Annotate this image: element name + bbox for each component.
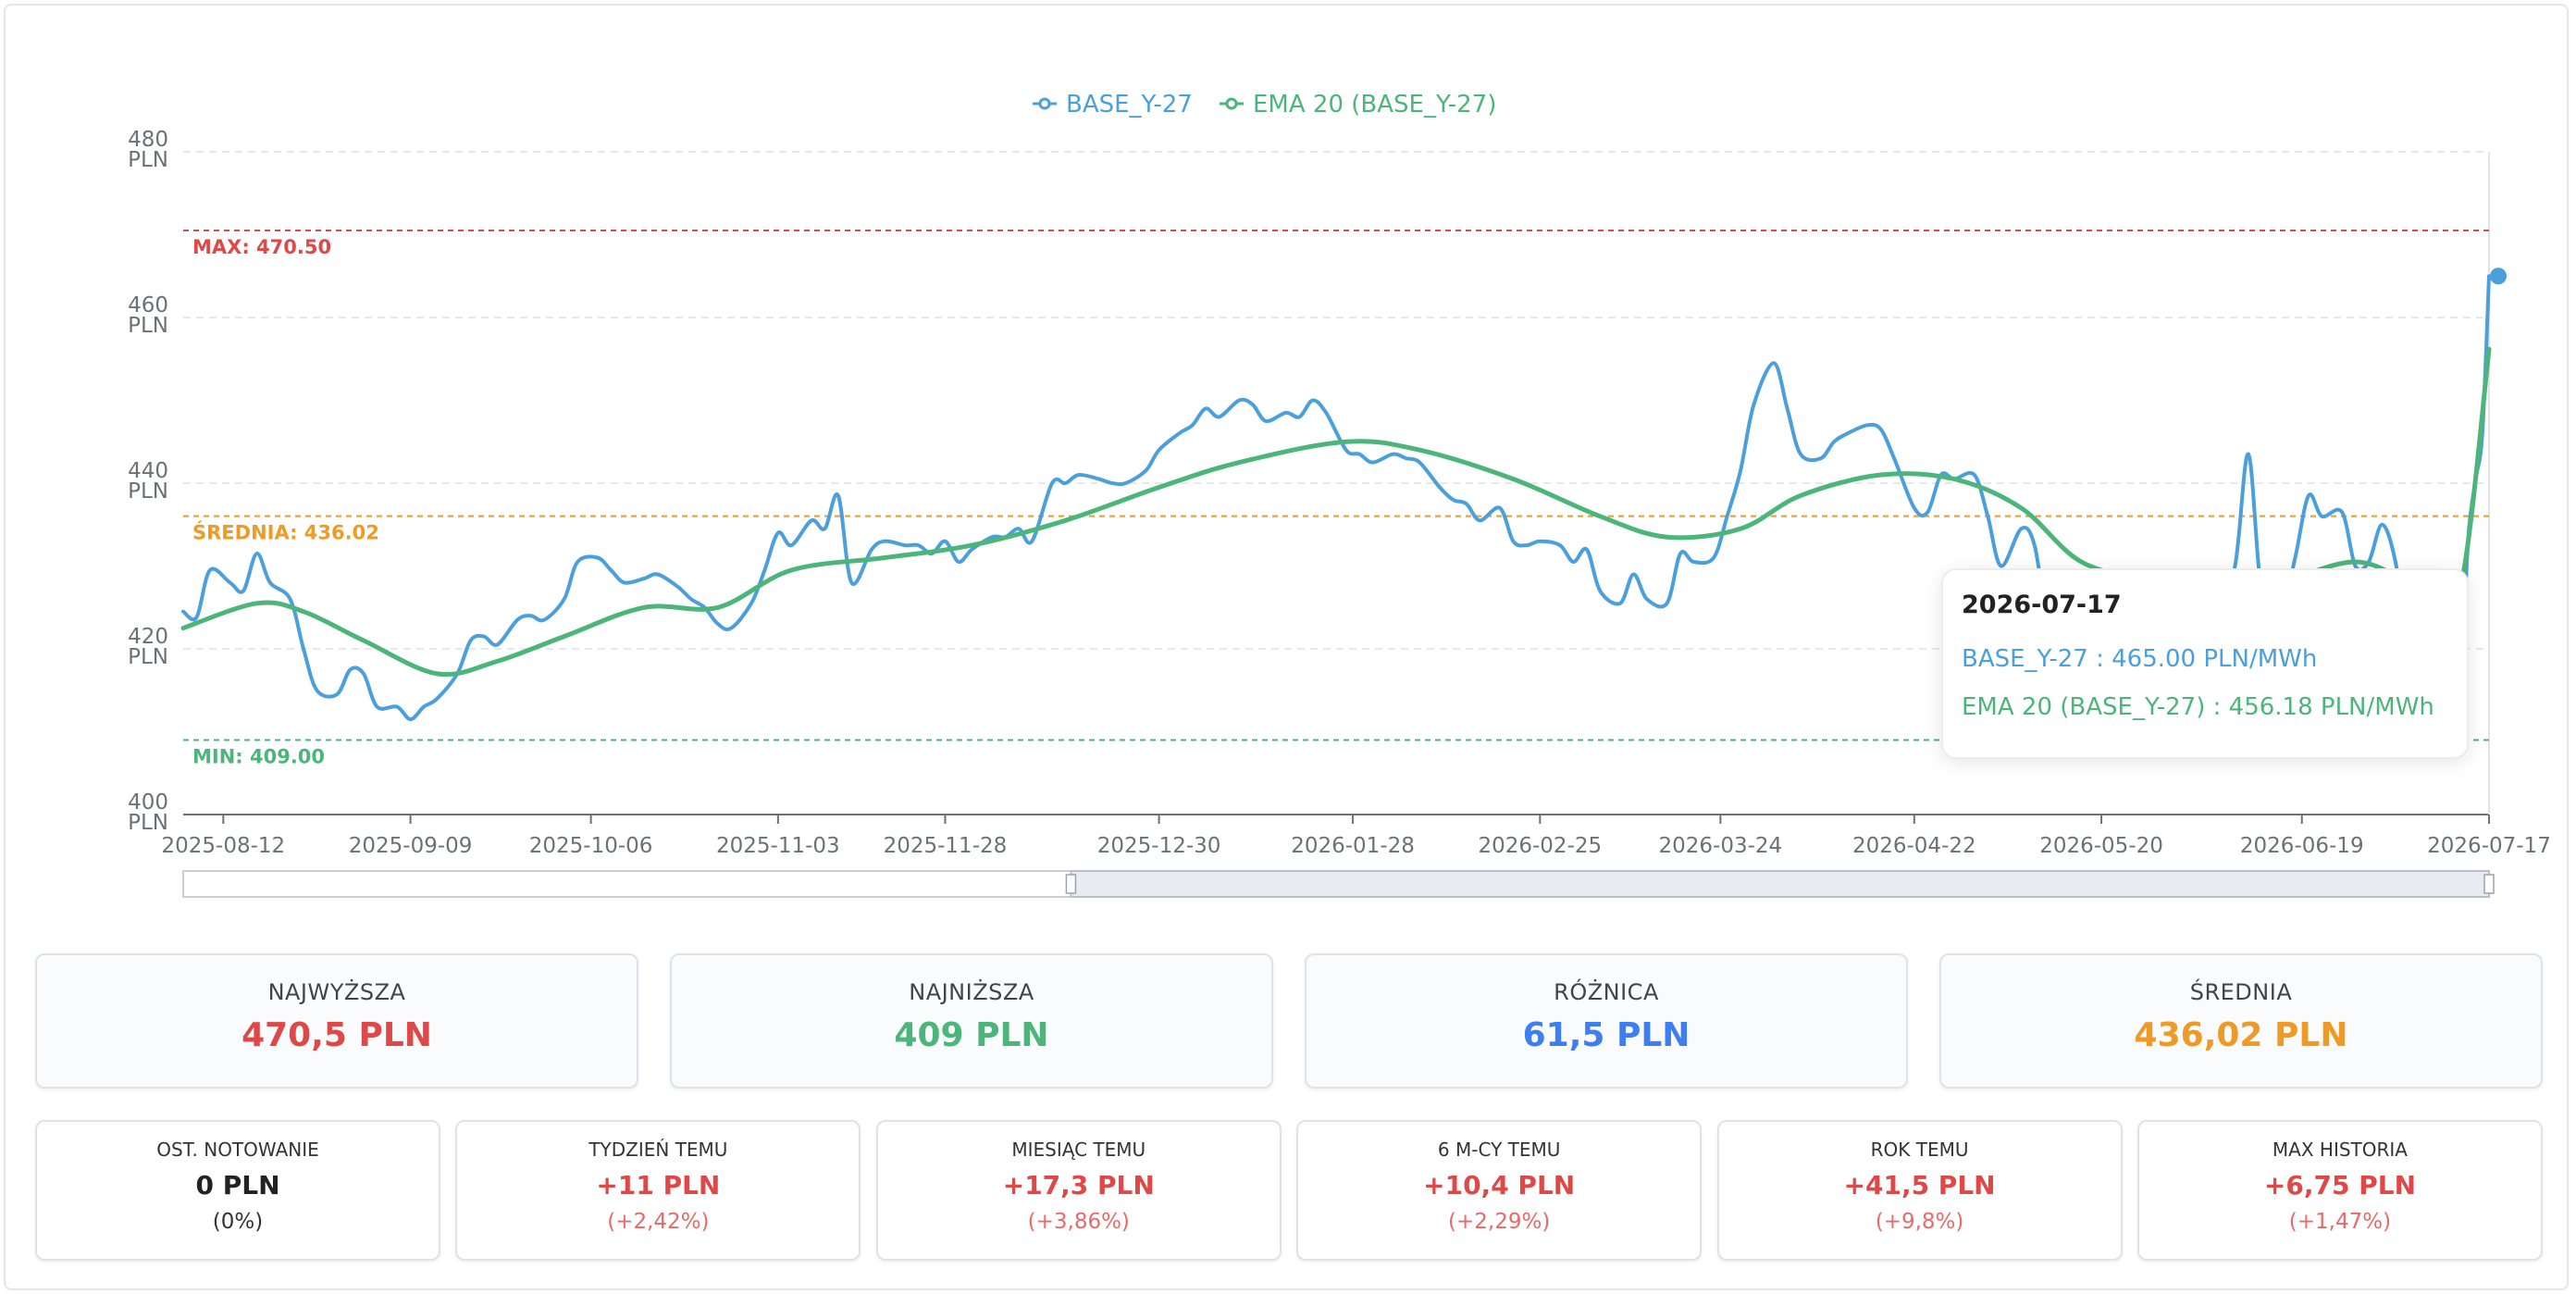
change-card-year: ROK TEMU +41,5 PLN (+9,8%) bbox=[1716, 1120, 2123, 1261]
y-tick-label: 400 bbox=[128, 790, 168, 815]
change-value: +10,4 PLN bbox=[1423, 1170, 1576, 1201]
x-tick-label: 2025-11-03 bbox=[716, 834, 840, 858]
y-tick-label: PLN bbox=[128, 479, 168, 504]
tooltip-ema-value: EMA 20 (BASE_Y-27) : 456.18 PLN/MWh bbox=[1962, 693, 2434, 721]
zoom-selected-range[interactable] bbox=[1070, 870, 2490, 898]
change-percent: (+1,47%) bbox=[2288, 1210, 2392, 1234]
stat-card-min: NAJNIŻSZA 409 PLN bbox=[670, 953, 1273, 1089]
x-tick-label: 2026-06-19 bbox=[2240, 834, 2364, 858]
reference-line-label: ŚREDNIA: 436.02 bbox=[192, 521, 379, 544]
change-percent: (+2,42%) bbox=[607, 1210, 710, 1234]
legend-marker-icon bbox=[1038, 97, 1051, 110]
change-value: 0 PLN bbox=[195, 1170, 280, 1201]
legend-item-label[interactable]: BASE_Y-27 bbox=[1066, 91, 1193, 118]
zoom-handle-left[interactable] bbox=[1065, 874, 1077, 894]
reference-line-label: MAX: 470.50 bbox=[192, 236, 331, 258]
change-label: MIESIĄC TEMU bbox=[1011, 1138, 1146, 1161]
x-tick-label: 2026-04-22 bbox=[1852, 834, 1976, 858]
change-percent: (+3,86%) bbox=[1027, 1210, 1130, 1234]
chart-legend[interactable]: BASE_Y-27 EMA 20 (BASE_Y-27) bbox=[1033, 91, 1496, 118]
y-tick-label: 480 bbox=[128, 128, 168, 152]
y-tick-label: PLN bbox=[128, 645, 168, 669]
y-tick-label: PLN bbox=[128, 148, 168, 172]
x-tick-label: 2026-05-20 bbox=[2039, 834, 2163, 858]
x-tick-label: 2025-11-28 bbox=[884, 834, 1008, 858]
hover-point[interactable] bbox=[2490, 268, 2507, 285]
stat-card-diff: RÓŻNICA 61,5 PLN bbox=[1305, 953, 1908, 1089]
stat-label: RÓŻNICA bbox=[1554, 979, 1659, 1005]
stat-label: NAJNIŻSZA bbox=[909, 979, 1034, 1005]
reference-lines: MAX: 470.50 ŚREDNIA: 436.02 MIN: 409.00 bbox=[183, 230, 2489, 767]
x-tick-label: 2025-10-06 bbox=[529, 834, 653, 858]
stat-value: 61,5 PLN bbox=[1522, 1016, 1690, 1054]
y-tick-label: PLN bbox=[128, 314, 168, 338]
tooltip-date: 2026-07-17 bbox=[1962, 591, 2122, 619]
x-tick-label: 2026-01-28 bbox=[1291, 834, 1415, 858]
price-chart[interactable]: BASE_Y-27 EMA 20 (BASE_Y-27) 400PLN420PLN… bbox=[0, 0, 2576, 926]
change-card-week: TYDZIEŃ TEMU +11 PLN (+2,42%) bbox=[455, 1120, 861, 1261]
stat-label: ŚREDNIA bbox=[2189, 979, 2293, 1005]
reference-line-label: MIN: 409.00 bbox=[192, 745, 325, 767]
stat-value: 436,02 PLN bbox=[2134, 1016, 2348, 1054]
change-value: +11 PLN bbox=[596, 1170, 721, 1201]
change-percent: (0%) bbox=[212, 1210, 264, 1234]
y-tick-label: PLN bbox=[128, 811, 168, 835]
x-tick-label: 2026-02-25 bbox=[1478, 834, 1602, 858]
change-card-month: MIESIĄC TEMU +17,3 PLN (+3,86%) bbox=[875, 1120, 1282, 1261]
change-value: +6,75 PLN bbox=[2263, 1170, 2416, 1201]
zoom-handle-right[interactable] bbox=[2483, 874, 2495, 894]
stat-card-max: NAJWYŻSZA 470,5 PLN bbox=[35, 953, 638, 1089]
change-value: +17,3 PLN bbox=[1002, 1170, 1155, 1201]
stat-value: 470,5 PLN bbox=[242, 1016, 432, 1054]
y-tick-label: 420 bbox=[128, 625, 168, 649]
change-value: +41,5 PLN bbox=[1843, 1170, 1996, 1201]
change-label: OST. NOTOWANIE bbox=[156, 1138, 319, 1161]
x-tick-label: 2025-12-30 bbox=[1097, 834, 1221, 858]
stat-value: 409 PLN bbox=[894, 1016, 1049, 1054]
change-percent: (+2,29%) bbox=[1448, 1210, 1551, 1234]
tooltip-series-value: BASE_Y-27 : 465.00 PLN/MWh bbox=[1962, 645, 2318, 673]
x-axis: 2025-08-12 2025-09-09 2025-10-06 2025-11-03… bbox=[162, 152, 2551, 858]
chart-tooltip: 2026-07-17 BASE_Y-27 : 465.00 PLN/MWh EM… bbox=[1941, 568, 2469, 759]
x-tick-label: 2025-09-09 bbox=[349, 834, 473, 858]
zoom-slider[interactable] bbox=[182, 870, 2495, 898]
x-tick-label: 2025-08-12 bbox=[162, 834, 286, 858]
change-card-max-history: MAX HISTORIA +6,75 PLN (+1,47%) bbox=[2136, 1120, 2543, 1261]
change-label: ROK TEMU bbox=[1870, 1138, 1969, 1161]
change-percent: (+9,8%) bbox=[1875, 1210, 1964, 1234]
legend-item-label[interactable]: EMA 20 (BASE_Y-27) bbox=[1253, 91, 1496, 118]
legend-marker-icon bbox=[1225, 97, 1238, 110]
change-label: 6 M-CY TEMU bbox=[1437, 1138, 1561, 1161]
change-card-last: OST. NOTOWANIE 0 PLN (0%) bbox=[35, 1120, 440, 1261]
stats-summary: NAJWYŻSZA 470,5 PLN NAJNIŻSZA 409 PLN RÓ… bbox=[35, 953, 2543, 1089]
x-tick-label: 2026-07-17 bbox=[2427, 834, 2551, 858]
change-summary: OST. NOTOWANIE 0 PLN (0%) TYDZIEŃ TEMU +… bbox=[35, 1120, 2543, 1261]
stat-card-avg: ŚREDNIA 436,02 PLN bbox=[1939, 953, 2543, 1089]
y-tick-label: 460 bbox=[128, 293, 168, 317]
change-card-6months: 6 M-CY TEMU +10,4 PLN (+2,29%) bbox=[1296, 1120, 1703, 1261]
stat-label: NAJWYŻSZA bbox=[267, 979, 406, 1005]
y-tick-label: 440 bbox=[128, 459, 168, 483]
change-label: MAX HISTORIA bbox=[2272, 1138, 2408, 1161]
x-tick-label: 2026-03-24 bbox=[1658, 834, 1782, 858]
change-label: TYDZIEŃ TEMU bbox=[588, 1138, 728, 1161]
